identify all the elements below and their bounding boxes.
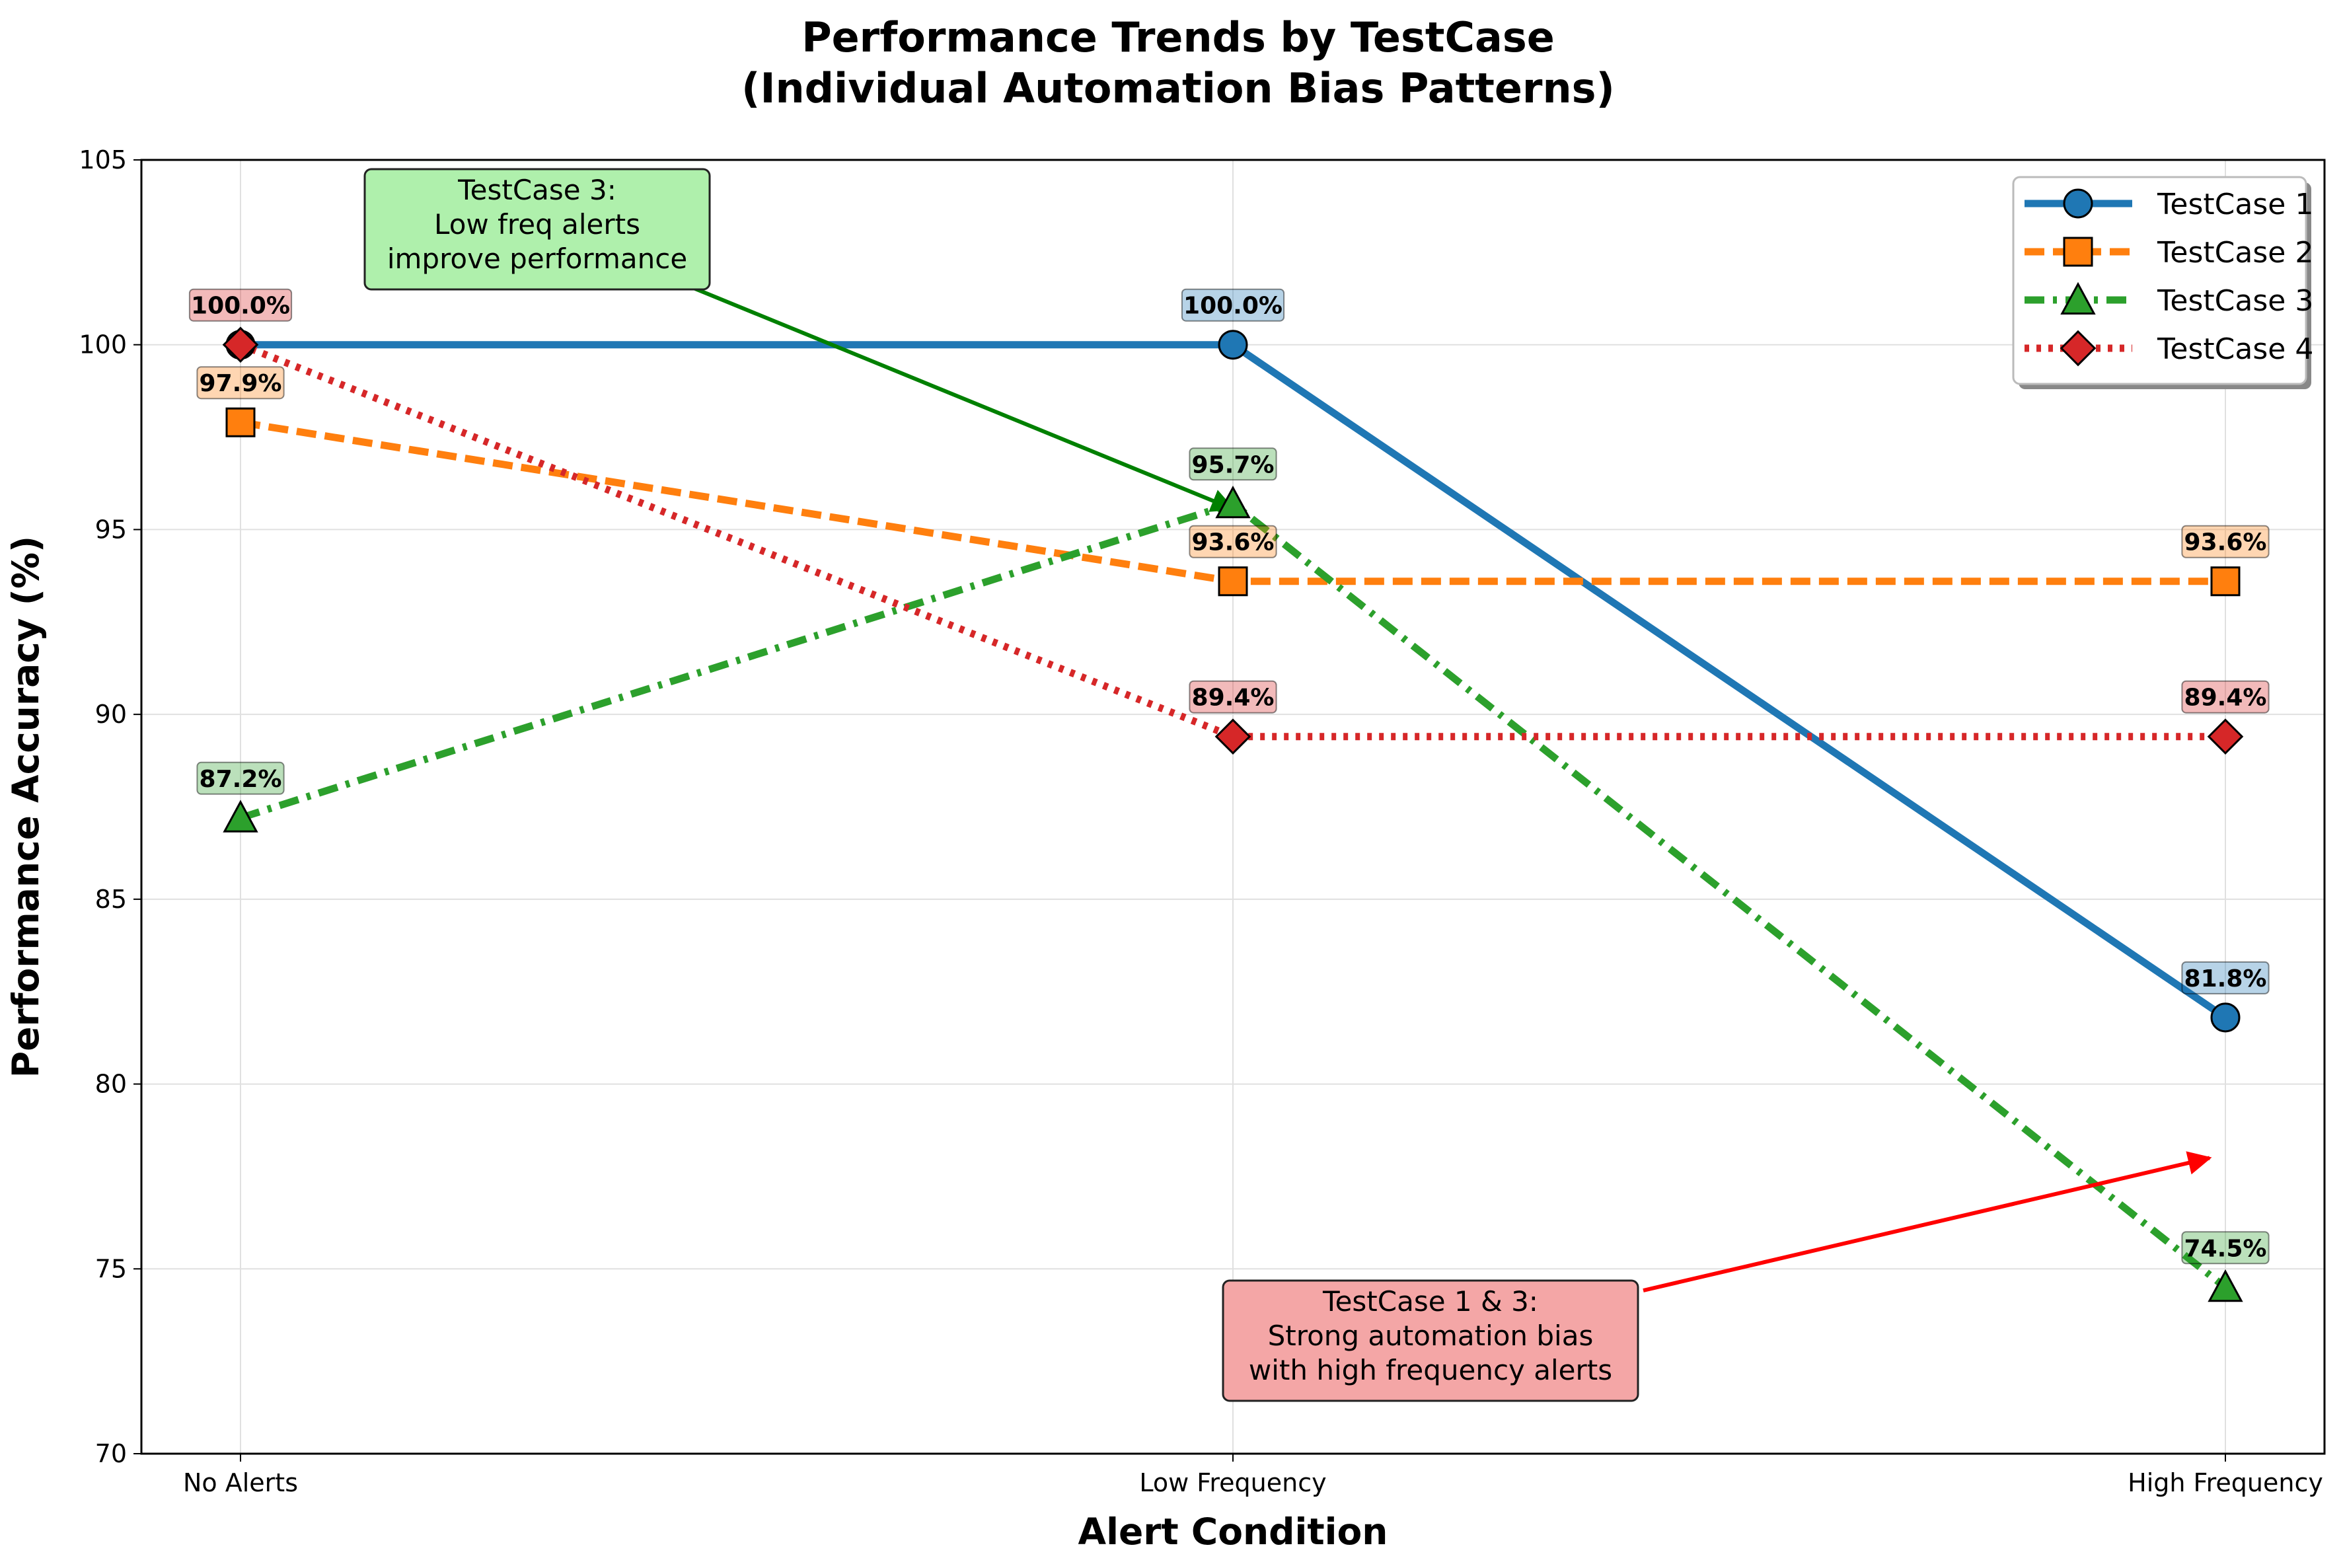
x-tick-label: High Frequency	[2128, 1468, 2323, 1497]
data-labels: 100.0% 81.8% 97.9% 93.6% 93.6% 87.2% 95.7% 74.5…	[188, 288, 2270, 1265]
y-tick-label: 80	[95, 1070, 127, 1099]
annotation-text: Strong automation bias	[1268, 1320, 1594, 1352]
x-axis-label: Alert Condition	[1078, 1511, 1388, 1553]
data-label: 89.4%	[2184, 685, 2267, 712]
chart-title: Performance Trends by TestCase	[801, 13, 1555, 61]
chart-subtitle: (Individual Automation Bias Patterns)	[741, 64, 1615, 112]
data-point-triangle	[223, 800, 258, 833]
legend-marker-diamond	[2060, 330, 2097, 367]
annotation-text: with high frequency alerts	[1249, 1354, 1612, 1386]
y-tick-label: 95	[95, 515, 127, 544]
data-point-triangle	[1215, 485, 1251, 519]
annotation-arrow	[1643, 1151, 2212, 1292]
data-label-box	[1181, 288, 1285, 322]
legend-frame	[2012, 176, 2307, 385]
annotation-box	[363, 168, 711, 291]
data-point-circle	[1218, 330, 1248, 360]
data-label-box	[2181, 1231, 2270, 1265]
legend-marker-square	[2063, 237, 2093, 267]
data-point-square	[2210, 566, 2241, 597]
y-tick-label: 90	[95, 700, 127, 729]
annotation-text: Low freq alerts	[434, 208, 640, 241]
legend-label: TestCase 3	[2157, 284, 2313, 318]
data-point-diamond	[2207, 718, 2244, 755]
annotation-text: TestCase 1 & 3:	[1322, 1285, 1538, 1318]
data-label: 87.2%	[200, 766, 282, 793]
data-label-box	[1189, 680, 1277, 714]
data-point-circle	[2210, 1002, 2241, 1033]
legend-label: TestCase 2	[2157, 236, 2313, 270]
legend-label: TestCase 1	[2157, 188, 2313, 221]
data-label-box	[2181, 961, 2270, 994]
annotation-text: improve performance	[387, 243, 687, 275]
y-tick-label: 105	[79, 145, 127, 174]
data-point-square	[225, 407, 256, 437]
x-tick-label: Low Frequency	[1139, 1468, 1326, 1497]
data-label-box	[188, 288, 293, 322]
legend: TestCase 1 TestCase 2 TestCase 3 TestCase 4	[2012, 176, 2313, 389]
data-label-box	[196, 761, 285, 795]
data-point-triangle	[2208, 1269, 2243, 1302]
y-axis-label: Performance Accuracy (%)	[5, 536, 47, 1078]
data-point-diamond	[222, 326, 259, 363]
data-label: 97.9%	[200, 370, 282, 397]
y-tick-label: 75	[95, 1254, 127, 1283]
legend-label: TestCase 4	[2157, 332, 2313, 366]
y-axis-ticks: 70 75 80 85 90 95 100 105	[79, 145, 141, 1468]
data-label: 100.0%	[1183, 293, 1283, 320]
series-markers	[222, 326, 2244, 1302]
x-tick-label: No Alerts	[183, 1468, 298, 1497]
data-point-square	[1218, 566, 1248, 597]
data-label-box	[2181, 525, 2270, 558]
y-tick-label: 85	[95, 885, 127, 914]
annotation-arrow	[686, 283, 1236, 512]
data-label-box	[1189, 447, 1277, 481]
y-tick-label: 100	[79, 330, 127, 359]
series-line-testcase-4	[239, 341, 2225, 741]
annotation-box	[1222, 1279, 1639, 1402]
data-label: 100.0%	[191, 293, 290, 320]
data-label: 89.4%	[1192, 685, 1275, 712]
annotation-text: TestCase 3:	[457, 174, 616, 206]
data-label-box	[2181, 680, 2270, 714]
legend-marker-circle	[2063, 188, 2093, 219]
data-label: 93.6%	[1192, 529, 1275, 556]
data-label-box	[1189, 525, 1277, 558]
legend-marker-triangle	[2060, 281, 2096, 315]
y-tick-label: 70	[95, 1439, 127, 1468]
data-label-box	[196, 366, 285, 400]
data-point-diamond	[1214, 718, 1251, 755]
data-label: 81.8%	[2184, 965, 2267, 992]
data-label: 95.7%	[1192, 451, 1275, 478]
data-label: 93.6%	[2184, 529, 2267, 556]
data-label: 74.5%	[2184, 1235, 2267, 1262]
x-axis-ticks: No Alerts Low Frequency High Frequency	[183, 1454, 2323, 1497]
